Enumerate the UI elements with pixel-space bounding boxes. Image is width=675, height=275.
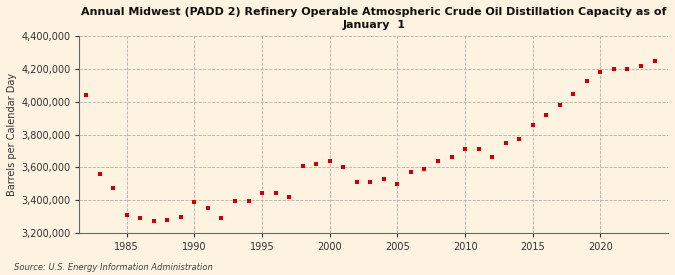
Point [325,159,335,164]
Point [406,170,416,174]
Point [392,181,403,186]
Point [352,180,362,184]
Point [243,199,254,203]
Point [338,165,349,169]
Point [473,147,484,152]
Point [379,177,389,181]
Point [148,219,159,223]
Point [284,194,294,199]
Point [622,67,633,71]
Point [297,163,308,168]
Point [202,206,213,210]
Point [581,78,592,83]
Point [419,167,430,171]
Point [487,155,497,160]
Point [95,172,105,176]
Point [433,158,443,163]
Point [189,200,200,205]
Point [176,215,186,219]
Point [554,103,565,107]
Point [270,191,281,196]
Title: Annual Midwest (PADD 2) Refinery Operable Atmospheric Crude Oil Distillation Cap: Annual Midwest (PADD 2) Refinery Operabl… [81,7,666,30]
Point [636,64,647,68]
Point [568,92,578,96]
Point [256,191,267,196]
Point [230,199,240,204]
Point [500,141,511,145]
Point [649,59,660,63]
Point [514,137,524,142]
Text: Source: U.S. Energy Information Administration: Source: U.S. Energy Information Administ… [14,263,212,272]
Point [365,180,376,184]
Point [460,147,470,152]
Point [541,113,551,117]
Point [81,93,92,98]
Point [135,216,146,220]
Point [216,216,227,220]
Y-axis label: Barrels per Calendar Day: Barrels per Calendar Day [7,73,17,196]
Point [527,122,538,127]
Point [108,186,119,191]
Point [162,218,173,222]
Point [310,162,321,166]
Point [446,155,457,160]
Point [122,212,132,217]
Point [595,70,605,75]
Point [609,67,620,71]
